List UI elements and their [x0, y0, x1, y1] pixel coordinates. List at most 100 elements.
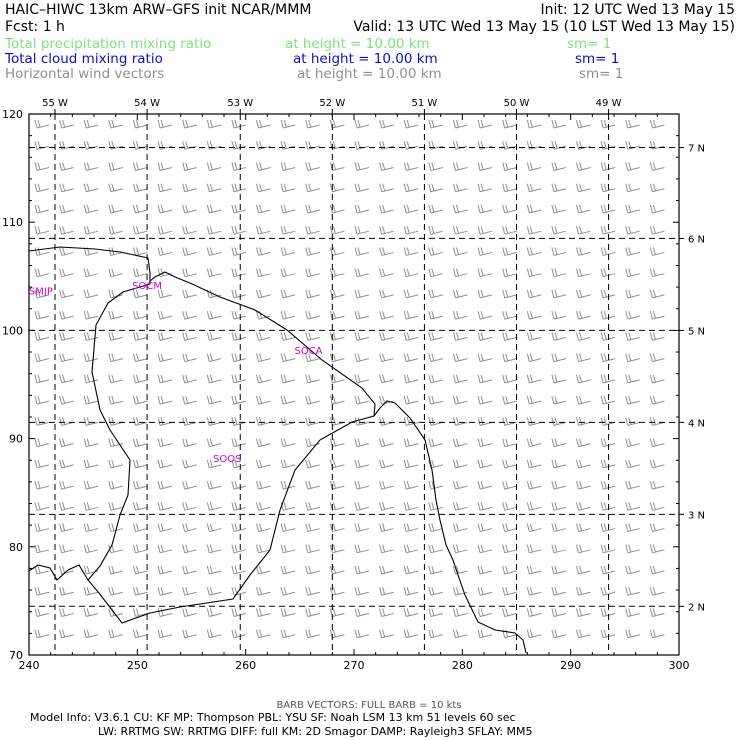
wind-barb: [34, 587, 50, 596]
wind-barb: [649, 289, 665, 299]
plot-title: HAIC–HIWC 13km ARW–GFS init NCAR/MMM: [5, 2, 311, 18]
wind-barb: [157, 311, 173, 320]
wind-barb: [231, 608, 247, 618]
wind-barb: [403, 544, 419, 554]
wind-barb: [83, 544, 99, 554]
wind-barb: [157, 544, 173, 554]
wind-barb: [59, 353, 74, 363]
wind-barb: [354, 183, 370, 193]
wind-barb: [600, 332, 616, 341]
wind-barb: [526, 204, 542, 214]
wind-barb: [379, 226, 394, 235]
wind-barb: [280, 268, 296, 278]
wind-barb: [305, 629, 320, 639]
wind-barb: [477, 608, 493, 618]
wind-barb: [403, 162, 419, 171]
station-labels: SMJP SOCM SOCA SOOS: [29, 281, 323, 465]
wind-barb: [182, 587, 197, 596]
wind-barb: [132, 119, 148, 129]
wind-barb: [280, 183, 296, 193]
wind-barb: [452, 459, 468, 469]
wind-barb: [428, 438, 443, 448]
wind-barb: [379, 289, 394, 299]
axis-ticks: [28, 109, 684, 656]
wind-barb: [157, 374, 173, 384]
valid-time: Valid: 13 UTC Wed 13 May 15 (10 LST Wed …: [353, 19, 735, 35]
wind-barb: [59, 374, 74, 384]
wind-barb: [403, 523, 419, 533]
wind-barb: [428, 353, 443, 363]
wind-barb: [108, 480, 123, 490]
wind-barb: [600, 289, 616, 299]
field-1-smooth: sm= 1: [567, 36, 611, 52]
wind-barb: [354, 226, 370, 235]
wind-barb: [502, 247, 517, 256]
wind-barb: [206, 629, 222, 639]
field-2-smooth: sm= 1: [575, 51, 619, 67]
wind-barb: [354, 395, 370, 405]
wind-barb: [403, 608, 419, 618]
station-label: SOOS: [213, 454, 241, 465]
wind-barb: [551, 289, 567, 299]
field-3-height: at height = 10.00 km: [297, 66, 442, 82]
wind-barb: [403, 438, 419, 448]
wind-barb: [206, 353, 222, 363]
wind-barb: [59, 480, 74, 490]
wind-barb: [452, 587, 468, 596]
wind-barb: [526, 459, 542, 469]
wind-barb: [428, 374, 443, 384]
wind-barb: [600, 119, 616, 129]
wind-barb: [329, 374, 345, 384]
wind-barb: [59, 204, 74, 214]
wind-barb: [108, 311, 123, 320]
wind-barb: [625, 204, 640, 214]
wind-barb: [157, 119, 173, 129]
wind-barb: [206, 587, 222, 596]
wind-barb: [305, 608, 320, 618]
wind-barb: [477, 289, 493, 299]
wind-barb: [132, 183, 148, 193]
wind-barb: [256, 565, 271, 575]
wind-barb: [502, 289, 517, 299]
wind-barb: [379, 544, 394, 554]
wind-barb: [428, 268, 443, 278]
wind-barb: [280, 289, 296, 299]
wind-barb: [502, 502, 517, 511]
wind-barb: [157, 480, 173, 490]
wind-barb: [280, 119, 296, 129]
wind-barb: [649, 395, 665, 405]
wind-barb: [477, 417, 493, 426]
wind-barb: [182, 459, 197, 469]
wind-barb: [182, 332, 197, 341]
wind-barb: [452, 417, 468, 426]
latitude-label: 6 N: [688, 234, 705, 245]
wind-barb: [305, 289, 320, 299]
wind-barb: [280, 438, 296, 448]
wind-barb: [379, 183, 394, 193]
wind-barb: [108, 587, 123, 596]
wind-barb: [305, 587, 320, 596]
wind-barb: [625, 438, 640, 448]
longitude-label: 52 W: [319, 98, 345, 109]
wind-barb: [83, 608, 99, 618]
wind-barb: [256, 480, 271, 490]
wind-barb: [182, 226, 197, 235]
wind-barb: [379, 502, 394, 511]
wind-barb: [354, 565, 370, 575]
wind-barb: [452, 332, 468, 341]
wind-barb: [354, 459, 370, 469]
wind-barb: [625, 629, 640, 639]
wind-barb: [551, 480, 567, 490]
wind-barb: [182, 311, 197, 320]
wind-barb: [428, 502, 443, 511]
wind-barb: [206, 480, 222, 490]
wind-barb: [600, 523, 616, 533]
wind-barb: [354, 119, 370, 129]
wind-barb: [477, 587, 493, 596]
wind-barb: [379, 332, 394, 341]
wind-barb: [34, 204, 50, 214]
wind-barb: [600, 438, 616, 448]
wind-barb: [108, 565, 123, 575]
wind-barb: [256, 247, 271, 256]
wind-barb: [452, 311, 468, 320]
